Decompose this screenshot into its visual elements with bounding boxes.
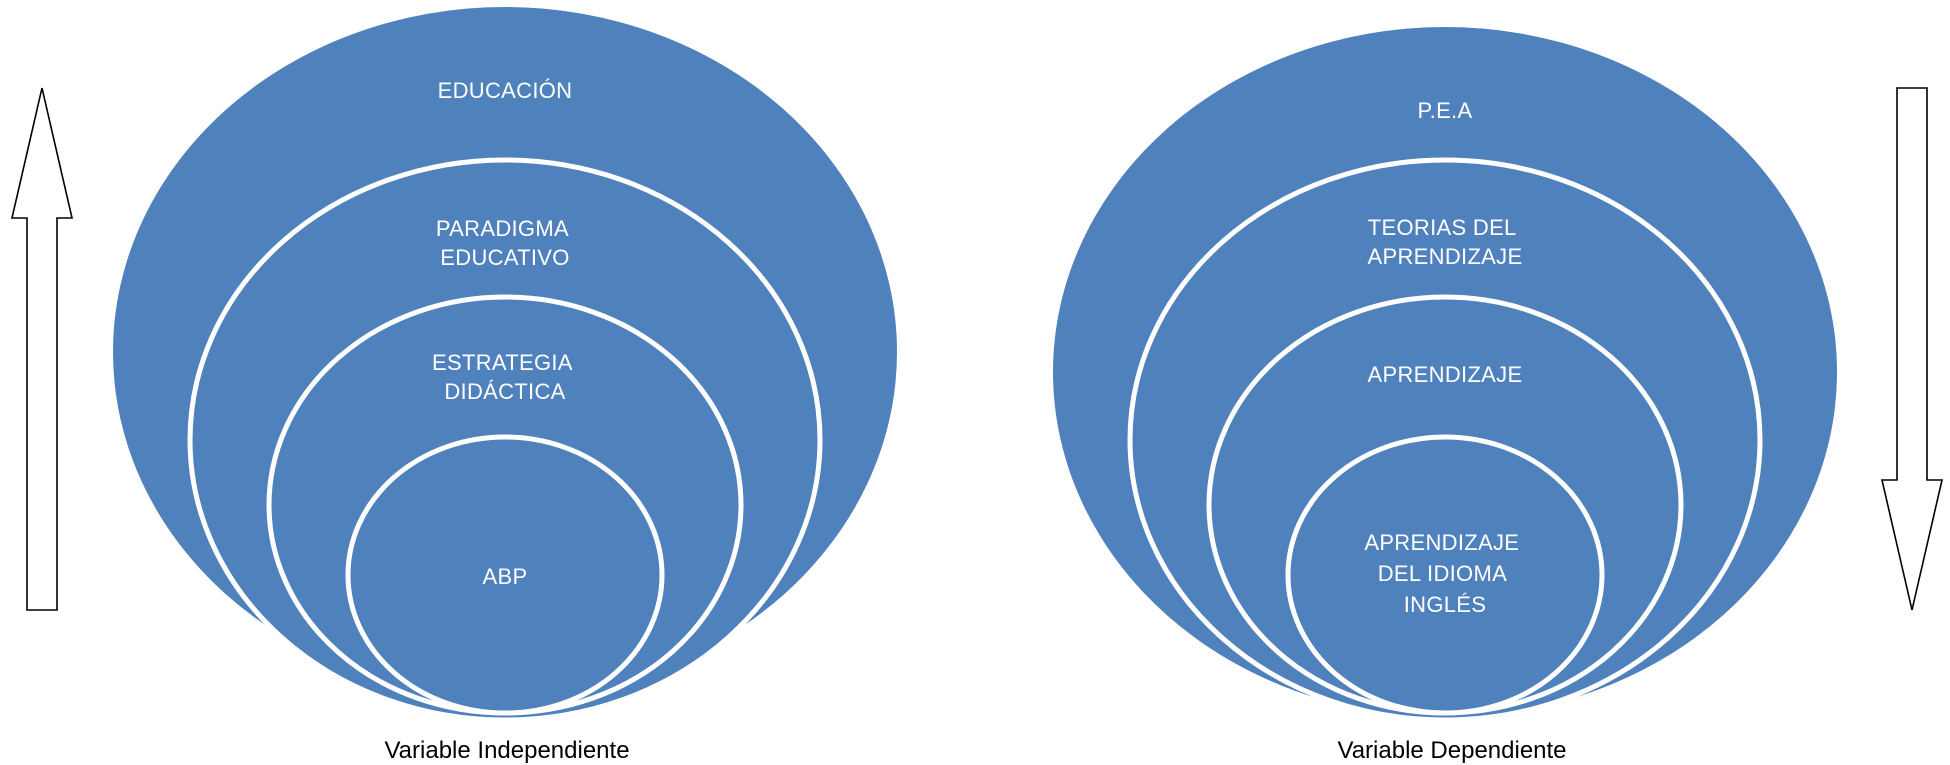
level-4-label: ABP <box>483 564 528 589</box>
level-2-label: PARADIGMA EDUCATIVO <box>436 216 574 270</box>
level-3-label: APRENDIZAJE <box>1368 362 1523 387</box>
level-2-label-line-2: APRENDIZAJE <box>1368 244 1523 269</box>
level-3-label: ESTRATEGIA DIDÁCTICA <box>432 350 578 404</box>
level-4-label-line-1: ABP <box>483 564 528 589</box>
level-1-label-line-1: P.E.A <box>1418 98 1473 123</box>
level-4-label-line-1: APRENDIZAJE <box>1364 530 1519 555</box>
level-1-label: P.E.A <box>1418 98 1473 123</box>
level-4-label-line-3: INGLÉS <box>1404 592 1487 617</box>
diagram-independent-variable: EDUCACIÓN PARADIGMA EDUCATIVO ESTRATEGIA… <box>10 7 897 764</box>
up-arrow-icon <box>10 87 74 611</box>
level-3-label-line-2: DIDÁCTICA <box>444 379 565 404</box>
level-2-label-line-2: EDUCATIVO <box>440 245 569 270</box>
level-3-label-line-1: ESTRATEGIA <box>432 350 573 375</box>
ring-level-4 <box>1285 434 1605 716</box>
down-arrow-icon <box>1880 87 1944 611</box>
level-4-label-line-2: DEL IDIOMA <box>1378 561 1507 586</box>
level-2-label-line-1: TEORIAS DEL <box>1368 215 1516 240</box>
level-2-label: TEORIAS DEL APRENDIZAJE <box>1368 215 1523 269</box>
diagram-caption: Variable Dependiente <box>1337 737 1566 764</box>
level-2-label-line-1: PARADIGMA <box>436 216 569 241</box>
ring-level-4 <box>345 434 665 716</box>
level-3-label-line-1: APRENDIZAJE <box>1368 362 1523 387</box>
level-4-label: APRENDIZAJE DEL IDIOMA INGLÉS <box>1364 530 1525 617</box>
level-1-label-line-1: EDUCACIÓN <box>438 78 573 103</box>
level-1-label: EDUCACIÓN <box>438 78 573 103</box>
diagram-caption: Variable Independiente <box>384 737 629 764</box>
diagram-dependent-variable: P.E.A TEORIAS DEL APRENDIZAJE APRENDIZAJ… <box>1053 27 1944 764</box>
